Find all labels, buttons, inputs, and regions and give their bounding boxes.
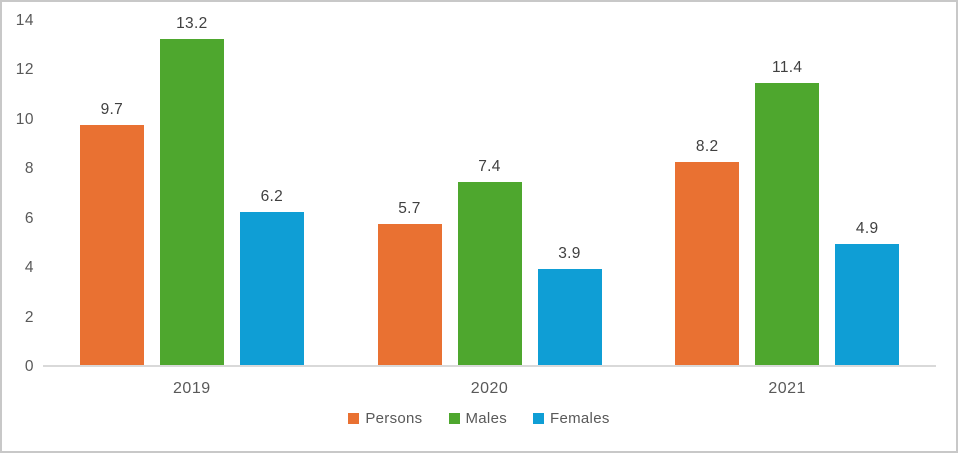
bar-cell-persons-2019: 9.7 [79,101,144,365]
y-tick-label: 8 [24,160,34,178]
y-tick-label: 12 [15,61,34,79]
bar-value-label: 5.7 [398,200,421,218]
legend-item-persons: Persons [348,410,422,427]
legend-item-females: Females [533,410,610,427]
bar-females-2019 [239,211,304,365]
bar-value-label: 9.7 [100,101,124,119]
bar-cell-persons-2020: 5.7 [377,200,442,365]
bar-males-2019 [159,38,224,365]
bar-cell-males-2020: 7.4 [457,158,522,365]
bar-group-2019: 9.7 13.2 6.2 [79,14,304,365]
bar-group-2021: 8.2 11.4 4.9 [675,59,900,365]
bar-cell-males-2019: 13.2 [159,14,224,365]
plot-area: 9.7 13.2 6.2 5.7 7.4 3.9 8.2 11.4 4.9 [43,15,936,367]
y-tick-label: 2 [24,308,34,326]
bar-cell-females-2020: 3.9 [537,244,602,365]
bar-value-label: 4.9 [855,219,879,237]
bar-cell-persons-2021: 8.2 [675,138,740,365]
category-label-2021: 2021 [768,380,806,397]
legend-item-males: Males [448,410,508,427]
bar-cell-females-2021: 4.9 [835,219,900,365]
bar-persons-2020 [377,224,442,365]
y-tick-label: 14 [15,12,34,29]
legend-label: Persons [365,410,423,427]
bar-value-label: 8.2 [695,138,719,156]
bar-persons-2019 [79,125,144,365]
bar-cell-males-2021: 11.4 [755,59,820,365]
bar-males-2021 [755,83,820,365]
y-axis: 0 2 4 6 8 10 12 14 [2,2,34,455]
y-tick-label: 10 [15,110,34,128]
y-tick-label: 0 [24,358,34,375]
legend-swatch-persons [348,413,360,424]
bar-males-2020 [457,182,522,365]
bar-females-2020 [537,268,602,365]
category-label-2020: 2020 [470,380,509,397]
legend-swatch-females [533,413,545,424]
bar-value-label: 13.2 [176,14,208,32]
bar-persons-2021 [675,162,740,365]
x-axis: 2019 2020 2021 [43,380,936,400]
bar-value-label: 3.9 [558,244,581,262]
y-tick-label: 4 [24,259,34,277]
legend-swatch-males [448,413,460,424]
legend: Persons Males Females [2,410,956,427]
legend-label: Males [465,410,508,427]
bar-group-2020: 5.7 7.4 3.9 [377,158,602,365]
bar-cell-females-2019: 6.2 [239,187,304,365]
category-label-2019: 2019 [173,380,211,397]
bar-value-label: 6.2 [260,187,284,205]
bar-females-2021 [835,243,900,365]
legend-label: Females [550,410,610,427]
bar-value-label: 11.4 [772,59,803,77]
bar-value-label: 7.4 [478,158,501,176]
y-tick-label: 6 [24,209,34,227]
